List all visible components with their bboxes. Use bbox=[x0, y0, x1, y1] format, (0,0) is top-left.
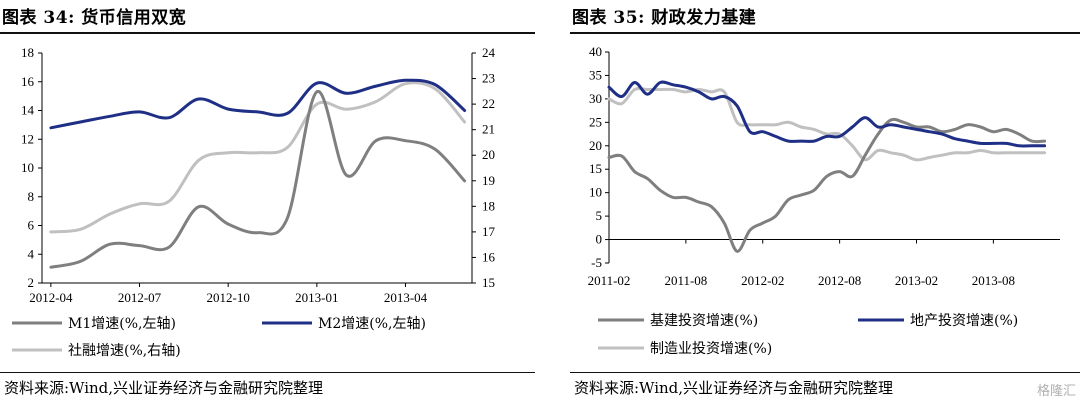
y-tick-label: 30 bbox=[589, 91, 602, 106]
y-left-tick-label: 16 bbox=[21, 74, 35, 89]
y-right-tick-label: 16 bbox=[482, 249, 496, 264]
source-rule-right bbox=[570, 372, 1080, 373]
y-tick-label: 0 bbox=[596, 232, 603, 247]
y-right-tick-label: 21 bbox=[482, 122, 495, 137]
y-right-tick-label: 17 bbox=[482, 224, 496, 239]
y-tick-label: 15 bbox=[589, 161, 602, 176]
source-rule-left bbox=[0, 372, 535, 373]
x-tick-label: 2013-08 bbox=[972, 273, 1015, 288]
x-tick-label: 2012-10 bbox=[207, 290, 250, 305]
series-line-3 bbox=[607, 86, 1047, 162]
x-tick-label: 2011-08 bbox=[664, 273, 707, 288]
title-rule-right bbox=[570, 32, 1080, 34]
x-tick-label: 2012-07 bbox=[118, 290, 162, 305]
y-right-tick-label: 23 bbox=[482, 71, 495, 86]
y-left-tick-label: 4 bbox=[28, 246, 35, 261]
y-left-tick-label: 18 bbox=[21, 45, 34, 60]
legend-label-2: M2增速(%,左轴) bbox=[318, 316, 426, 332]
x-tick-label: 2012-08 bbox=[818, 273, 861, 288]
y-left-tick-label: 12 bbox=[21, 131, 34, 146]
figure-title-left: 图表 34: 货币信用双宽 bbox=[2, 8, 187, 28]
chart-panel-right: 图表 35: 财政发力基建 -5 0 5 10 15 20 25 30 35 40 2011-02 2… bbox=[570, 0, 1080, 406]
series-line-2 bbox=[607, 80, 1047, 148]
y-left-tick-label: 10 bbox=[21, 160, 34, 175]
y-right-tick-label: 19 bbox=[482, 173, 495, 188]
x-tick-label: 2013-04 bbox=[384, 290, 428, 305]
y-left-tick-label: 2 bbox=[28, 275, 35, 290]
line-chart-right: -5 0 5 10 15 20 25 30 35 40 2011-02 2011-08 2012-02 2… bbox=[588, 44, 1060, 357]
series-line-1 bbox=[49, 90, 467, 269]
y-tick-label: 40 bbox=[589, 44, 602, 59]
x-tick-label: 2013-02 bbox=[895, 273, 938, 288]
y-tick-label: 35 bbox=[589, 67, 602, 82]
y-left-tick-label: 8 bbox=[28, 189, 35, 204]
legend-label-1: 基建投资增速(%) bbox=[650, 312, 758, 329]
y-tick-label: 5 bbox=[596, 208, 603, 223]
chart-panel-left: 图表 34: 货币信用双宽 2 4 6 8 10 12 14 16 18 15 16 17 18 19 20… bbox=[0, 0, 535, 406]
x-tick-label: 2012-04 bbox=[29, 290, 73, 305]
legend-label-3: 社融增速(%,右轴) bbox=[68, 343, 181, 359]
x-tick-label: 2013-01 bbox=[295, 290, 338, 305]
series-line-2 bbox=[49, 78, 467, 130]
y-left-tick-label: 14 bbox=[21, 103, 35, 118]
series-line-1 bbox=[607, 117, 1047, 253]
y-right-tick-label: 20 bbox=[482, 147, 495, 162]
y-right-tick-label: 24 bbox=[482, 45, 496, 60]
y-right-tick-label: 22 bbox=[482, 96, 495, 111]
source-note-left: 资料来源:Wind,兴业证券经济与金融研究院整理 bbox=[4, 379, 324, 397]
legend-label-1: M1增速(%,左轴) bbox=[68, 316, 176, 332]
series-line-3 bbox=[49, 81, 467, 234]
line-chart-left: 24681012141618151617181920212223242012-0… bbox=[12, 45, 496, 359]
legend-label-3: 制造业投资增速(%) bbox=[650, 341, 772, 357]
watermark-logo: 格隆汇 bbox=[1036, 384, 1076, 399]
source-note-right: 资料来源:Wind,兴业证券经济与金融研究院整理 bbox=[574, 379, 894, 397]
y-tick-label: -5 bbox=[591, 255, 602, 270]
x-tick-label: 2011-02 bbox=[588, 273, 631, 288]
x-tick-label: 2012-02 bbox=[741, 273, 784, 288]
y-right-tick-label: 15 bbox=[482, 275, 495, 290]
legend-label-2: 地产投资增速(%) bbox=[910, 313, 1018, 329]
y-tick-label: 10 bbox=[589, 185, 602, 200]
figure-title-right: 图表 35: 财政发力基建 bbox=[572, 8, 757, 28]
title-rule-left bbox=[0, 32, 535, 34]
y-left-tick-label: 6 bbox=[28, 218, 35, 233]
y-right-tick-label: 18 bbox=[482, 198, 495, 213]
y-tick-label: 20 bbox=[589, 138, 602, 153]
y-tick-label: 25 bbox=[589, 114, 602, 129]
